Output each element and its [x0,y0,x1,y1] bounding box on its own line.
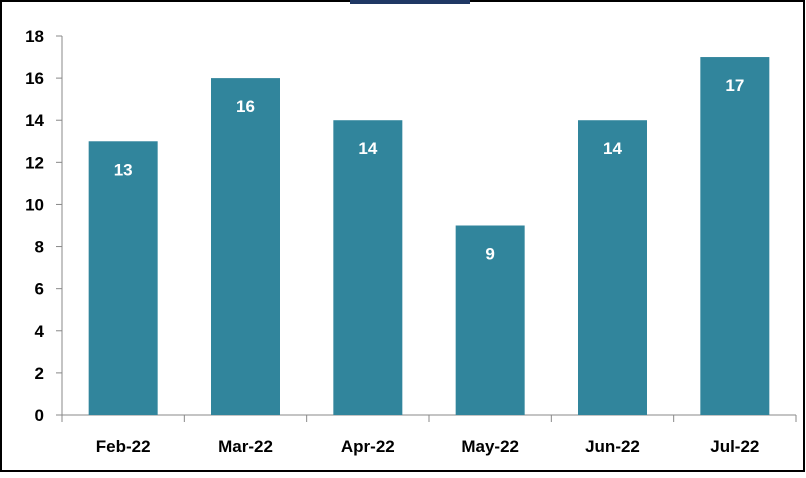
x-tick-label: Feb-22 [96,437,151,456]
bar [211,78,280,415]
x-tick-label: Mar-22 [218,437,273,456]
x-tick-label: Jun-22 [585,437,640,456]
y-tick-label: 10 [25,195,44,214]
y-tick-label: 12 [25,153,44,172]
title-remnant [350,0,470,4]
bar-value-label: 13 [114,160,133,179]
title-sliver-mark [350,0,470,4]
bar [455,225,525,415]
bars [88,57,770,416]
bar [578,120,647,415]
y-tick-label: 4 [35,322,45,341]
bar [333,120,403,415]
y-tick-label: 8 [35,238,44,257]
x-tick-label: Jul-22 [710,437,759,456]
x-tick-label: May-22 [461,437,519,456]
y-tick-label: 0 [35,406,44,425]
bar-value-label: 9 [485,245,494,264]
bar-value-label: 14 [603,139,622,158]
x-tick-labels: Feb-22 Mar-22 Apr-22 May-22 Jun-22 Jul-22 [96,437,760,456]
y-tick-label: 2 [35,364,44,383]
x-axis [61,414,797,422]
y-axis: 0 2 4 6 8 10 12 14 16 18 [25,27,63,425]
bar-value-label: 16 [236,97,255,116]
bar-value-label: 14 [358,139,377,158]
x-tick-label: Apr-22 [341,437,395,456]
bar [88,141,158,415]
y-tick-label: 14 [25,111,44,130]
y-tick-label: 6 [35,280,44,299]
bar-value-label: 17 [725,76,744,95]
bar [700,57,770,416]
y-tick-label: 18 [25,27,44,46]
data-labels: 13 16 14 9 14 17 [114,76,745,263]
y-tick-label: 16 [25,69,44,88]
